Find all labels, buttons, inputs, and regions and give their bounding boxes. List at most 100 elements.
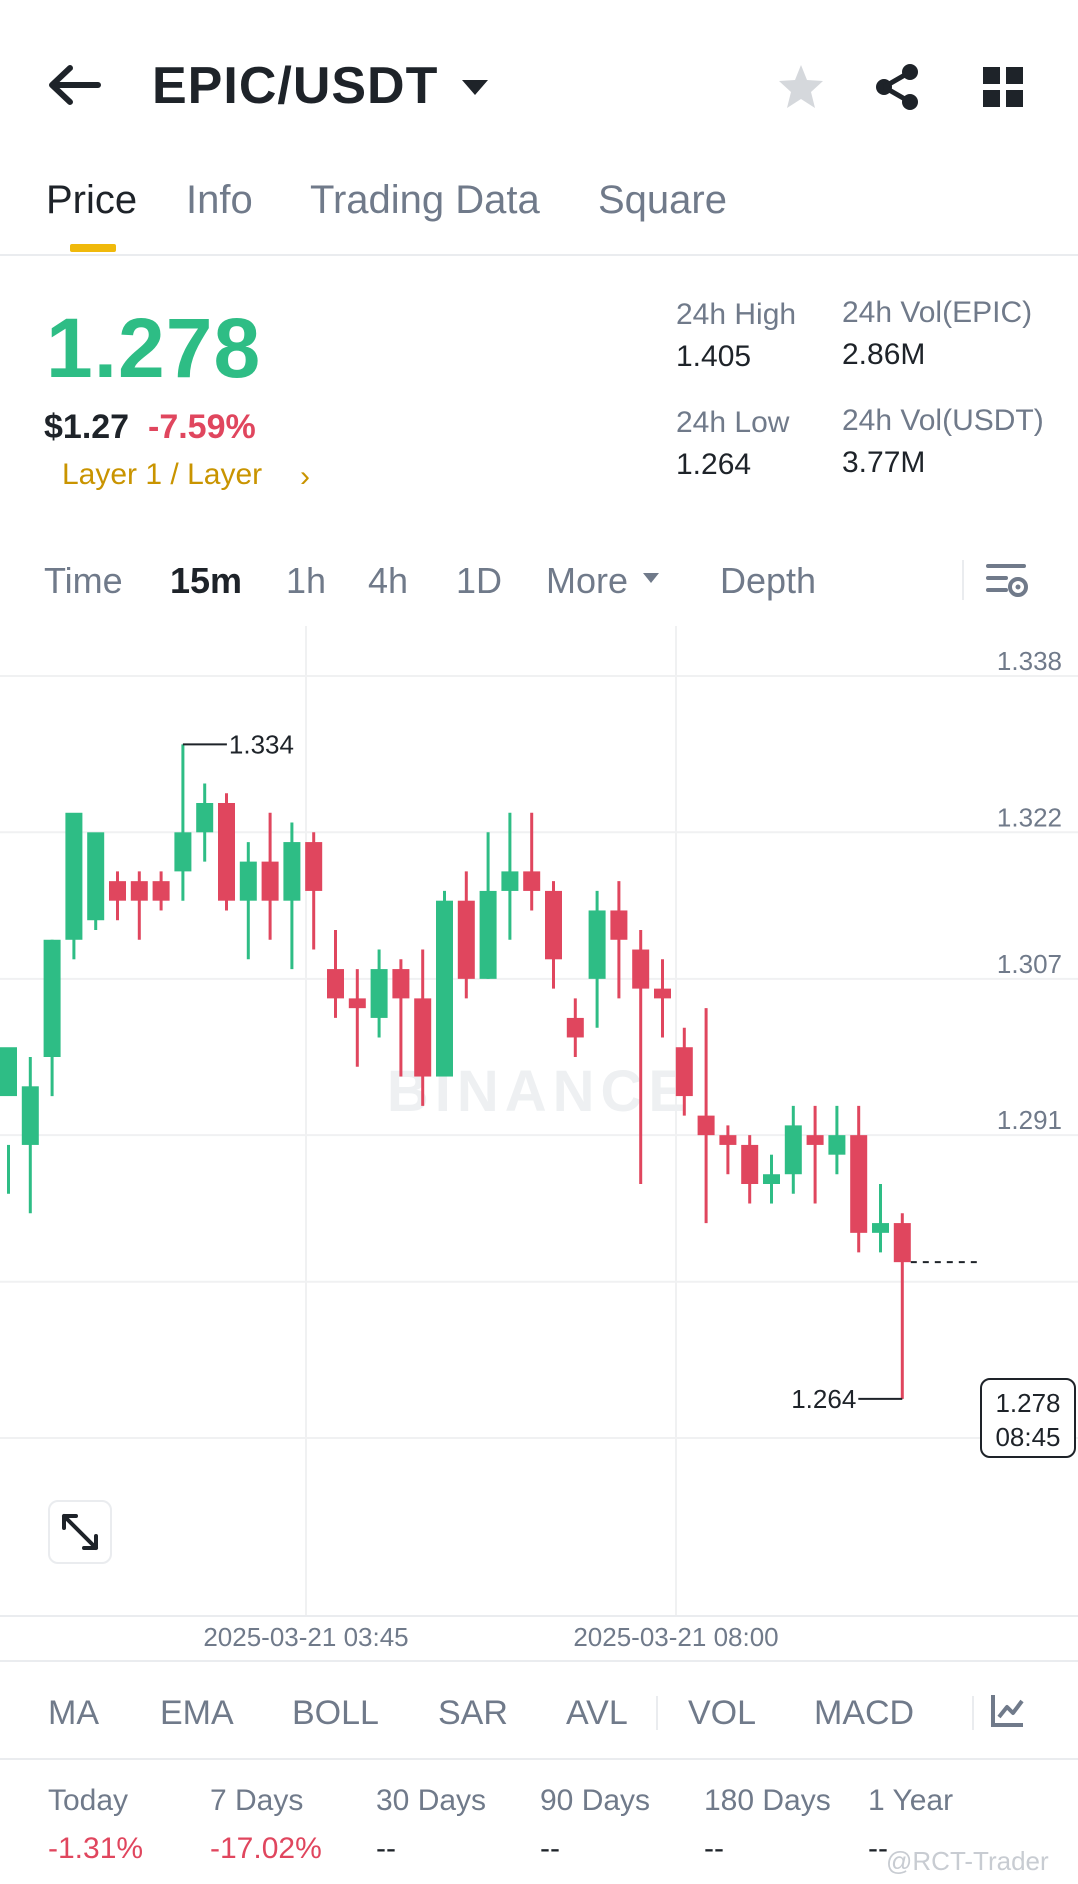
candle-body <box>566 1017 584 1038</box>
candle <box>327 930 344 1018</box>
y-tick-label: 1.307 <box>997 949 1062 979</box>
vol-quote-label: 24h Vol(USDT) <box>842 404 1044 437</box>
candle <box>588 890 606 1028</box>
indicator-boll[interactable]: BOLL <box>292 1694 379 1732</box>
tf-1d[interactable]: 1D <box>456 560 503 601</box>
extreme-markers: 1.334 1.264 <box>182 729 980 1414</box>
candle <box>392 959 410 1077</box>
vol-base-value: 2.86M <box>842 338 926 371</box>
candle <box>348 969 366 1067</box>
candle-body <box>392 969 410 999</box>
tf-1h[interactable]: 1h <box>286 560 327 601</box>
pair-title[interactable]: EPIC/USDT <box>152 57 439 115</box>
candle-body <box>806 1135 824 1145</box>
candle <box>414 949 432 1106</box>
indicator-ma[interactable]: MA <box>48 1694 99 1732</box>
low-marker-label: 1.264 <box>791 1384 856 1414</box>
grid-icon[interactable] <box>978 62 1028 112</box>
perf-value-7d: -17.02% <box>210 1832 322 1865</box>
star-icon[interactable] <box>776 62 826 112</box>
indicator-sar[interactable]: SAR <box>438 1694 508 1732</box>
candle-body <box>501 871 519 891</box>
category-tags[interactable]: Layer 1 / Layer <box>62 458 263 491</box>
candle <box>632 930 650 1184</box>
candle-body <box>65 812 83 940</box>
share-icon[interactable] <box>872 62 922 112</box>
candle <box>174 744 192 901</box>
candle-body <box>675 1047 693 1097</box>
chart-settings-icon[interactable] <box>984 558 1030 602</box>
indicator-vol[interactable]: VOL <box>688 1694 757 1732</box>
perf-value-180d: -- <box>704 1832 724 1865</box>
candle <box>0 1047 17 1194</box>
indicator-chart-icon[interactable] <box>990 1692 1026 1728</box>
indicator-avl[interactable]: AVL <box>566 1694 628 1732</box>
candle <box>479 832 497 979</box>
tab-trading-data[interactable]: Trading Data <box>310 178 540 222</box>
candle <box>501 812 519 940</box>
candle <box>218 793 235 911</box>
candle-body <box>479 890 497 979</box>
y-tick-label: 1.291 <box>997 1105 1062 1135</box>
caret-down-icon[interactable] <box>460 76 490 98</box>
perf-label-90d: 90 Days <box>540 1784 651 1817</box>
y-tick-label: 1.322 <box>997 802 1062 832</box>
price-change: -7.59% <box>148 408 256 446</box>
tf-15m[interactable]: 15m <box>170 560 243 601</box>
candle <box>152 871 170 911</box>
candle-body <box>261 861 279 901</box>
expand-chart-button[interactable] <box>48 1500 112 1564</box>
candle <box>828 1105 846 1175</box>
tf-more[interactable]: More <box>546 560 629 601</box>
candle-body <box>828 1135 846 1155</box>
candle-body <box>784 1125 802 1175</box>
candle-body <box>545 890 562 960</box>
candle <box>87 832 105 930</box>
candle <box>784 1105 802 1194</box>
candle-body <box>43 939 61 1057</box>
tab-square[interactable]: Square <box>598 178 727 222</box>
perf-label-7d: 7 Days <box>210 1784 304 1817</box>
tf-4h[interactable]: 4h <box>368 560 409 601</box>
candle <box>457 871 475 999</box>
chart-watermark: BINANCE <box>387 1059 693 1124</box>
candle <box>806 1105 824 1204</box>
back-arrow-icon[interactable] <box>44 60 104 110</box>
last-price-tag-time: 08:45 <box>995 1422 1061 1452</box>
candle-body <box>0 1047 17 1097</box>
high-marker-label: 1.334 <box>229 729 294 759</box>
candle <box>436 890 453 1077</box>
caret-down-icon[interactable] <box>642 572 660 584</box>
candle <box>239 842 257 960</box>
tab-price[interactable]: Price <box>46 178 138 222</box>
candle-body <box>21 1086 39 1145</box>
candle-body <box>218 803 235 901</box>
candle <box>109 871 126 921</box>
vol-quote-value: 3.77M <box>842 446 926 479</box>
candle <box>741 1135 759 1204</box>
candle-body <box>109 881 126 901</box>
candle <box>21 1057 39 1214</box>
candle-body <box>632 949 650 989</box>
chevron-right-icon[interactable]: › <box>300 460 310 493</box>
candle <box>283 822 301 970</box>
indicator-macd[interactable]: MACD <box>814 1694 915 1732</box>
tf-time[interactable]: Time <box>44 560 123 601</box>
candle-body <box>348 998 366 1009</box>
candle-body <box>457 900 475 979</box>
candle <box>763 1154 780 1204</box>
vol-base-label: 24h Vol(EPIC) <box>842 296 1033 329</box>
indicator-ema[interactable]: EMA <box>160 1694 234 1732</box>
candle <box>872 1184 889 1253</box>
candle-body <box>523 871 541 891</box>
high-value: 1.405 <box>676 340 752 373</box>
tab-info[interactable]: Info <box>186 178 253 222</box>
candle-body <box>850 1135 868 1233</box>
perf-value-1y: -- <box>868 1832 888 1865</box>
tf-depth[interactable]: Depth <box>720 560 817 601</box>
candle <box>261 812 279 940</box>
candle-body <box>239 861 257 901</box>
candle <box>196 783 214 862</box>
candle-body <box>174 832 192 872</box>
